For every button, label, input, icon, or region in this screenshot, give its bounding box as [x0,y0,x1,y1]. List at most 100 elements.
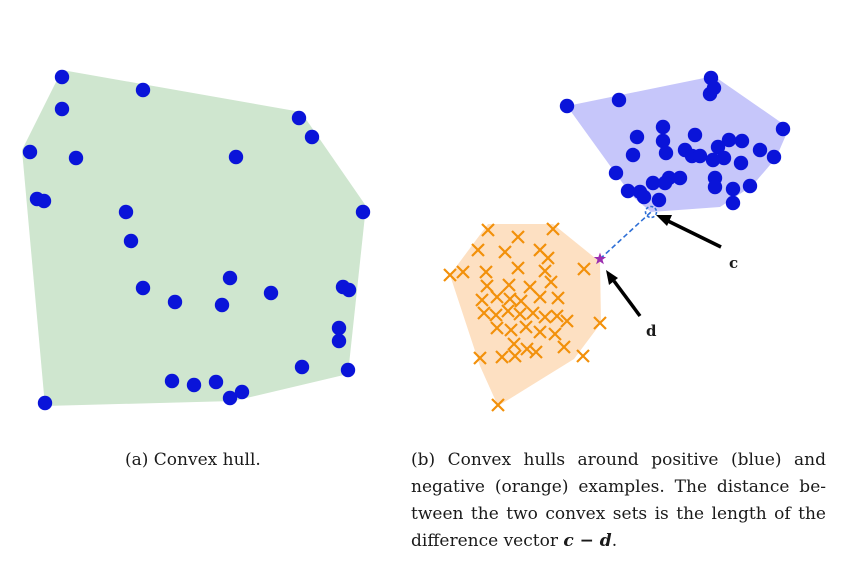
positive-point-icon [752,142,768,158]
negative-cross-icon [507,337,521,351]
blue-point-icon [234,384,250,400]
negative-cross-icon [471,243,485,257]
blue-point-icon [222,390,238,406]
blue-point-icon [135,280,151,296]
positive-point-icon [655,133,671,149]
positive-point-icon [657,175,673,191]
caption-b-last-suffix: . [611,531,618,551]
blue-point-icon [228,149,244,165]
negative-cross-icon [495,350,509,364]
negative-cross-icon [443,268,457,282]
positive-point-icon [608,165,624,181]
blue-point-icon [37,395,53,411]
caption-b-line-4: difference vector c − d. [411,528,826,555]
negative-cross-icon [550,309,564,323]
negative-cross-icon [577,262,591,276]
negative-cross-icon [490,321,504,335]
negative-cross-icon [548,327,562,341]
blue-point-icon [68,150,84,166]
blue-point-icon [340,362,356,378]
blue-point-icon [54,101,70,117]
positive-point-icon [651,192,667,208]
orange-convex-hull [450,224,601,406]
positive-point-icon [687,127,703,143]
positive-point-icon [707,179,723,195]
positive-point-icon [742,178,758,194]
positive-point-icon [725,181,741,197]
negative-cross-icon [593,316,607,330]
arrow-head-icon [656,215,672,226]
blue-point-icon [54,69,70,85]
blue-point-icon [304,129,320,145]
positive-point-icon [655,119,671,135]
negative-cross-icon [520,342,534,356]
negative-cross-icon [511,261,525,275]
positive-point-icon [734,133,750,149]
positive-point-icon [629,129,645,145]
negative-cross-icon [456,265,470,279]
negative-cross-icon [544,275,558,289]
negative-cross-icon [557,340,571,354]
positive-point-icon [636,189,652,205]
point-c-dashed-circle-icon [644,205,658,219]
caption-b-line-2: negative (orange) examples. The distance… [411,477,826,497]
positive-point-icon [672,170,688,186]
positive-point-icon [611,92,627,108]
negative-cross-icon [501,304,515,318]
negative-cross-icon [490,290,504,304]
negative-cross-icon [504,323,518,337]
negative-cross-icon [541,251,555,265]
positive-point-icon [716,150,732,166]
positive-point-icon [625,147,641,163]
positive-point-icon [733,155,749,171]
blue-point-icon [208,374,224,390]
blue-point-icon [331,333,347,349]
negative-cross-icon [502,278,516,292]
negative-cross-icon [538,310,552,324]
blue-point-icon [186,377,202,393]
arrow-head-icon [606,270,618,285]
positive-point-icon [645,175,661,191]
negative-cross-icon [533,325,547,339]
negative-cross-icon [551,291,565,305]
negative-cross-icon [511,230,525,244]
figure-canvas: c d [22,69,791,412]
blue-point-icon [167,294,183,310]
negative-cross-icon [526,306,540,320]
blue-point-icon [355,204,371,220]
blue-point-icon [263,285,279,301]
positive-point-icon [775,121,791,137]
negative-cross-icon [513,307,527,321]
blue-convex-hull [567,76,789,212]
negative-cross-icon [475,293,489,307]
caption-b-line-1: (b) Convex hulls around positive (blue) … [411,450,826,470]
negative-cross-icon [491,398,505,412]
negative-crosses-group [443,222,607,412]
negative-cross-icon [519,320,533,334]
blue-point-icon [22,144,38,160]
blue-point-icon [164,373,180,389]
label-c: c [729,254,738,272]
negative-cross-icon [538,264,552,278]
positive-point-icon [705,152,721,168]
negative-cross-icon [480,279,494,293]
blue-point-icon [222,270,238,286]
negative-cross-icon [508,349,522,363]
negative-cross-icon [503,292,517,306]
caption-b: (b) Convex hulls around positive (blue) … [411,447,826,555]
positive-point-icon [725,195,741,211]
positive-point-icon [766,149,782,165]
blue-point-icon [331,320,347,336]
positive-point-icon [658,145,674,161]
blue-point-icon [135,82,151,98]
negative-cross-icon [477,306,491,320]
label-d: d [646,322,657,340]
panel-b-two-hulls: c d [443,70,791,412]
difference-vector-line [599,211,652,260]
caption-b-last-prefix: difference vector [411,531,564,551]
positive-point-icon [620,183,636,199]
caption-b-math: c − d [563,531,612,551]
caption-b-line-3: tween the two convex sets is the length … [411,504,826,524]
negative-cross-icon [529,345,543,359]
positive-point-icon [692,148,708,164]
